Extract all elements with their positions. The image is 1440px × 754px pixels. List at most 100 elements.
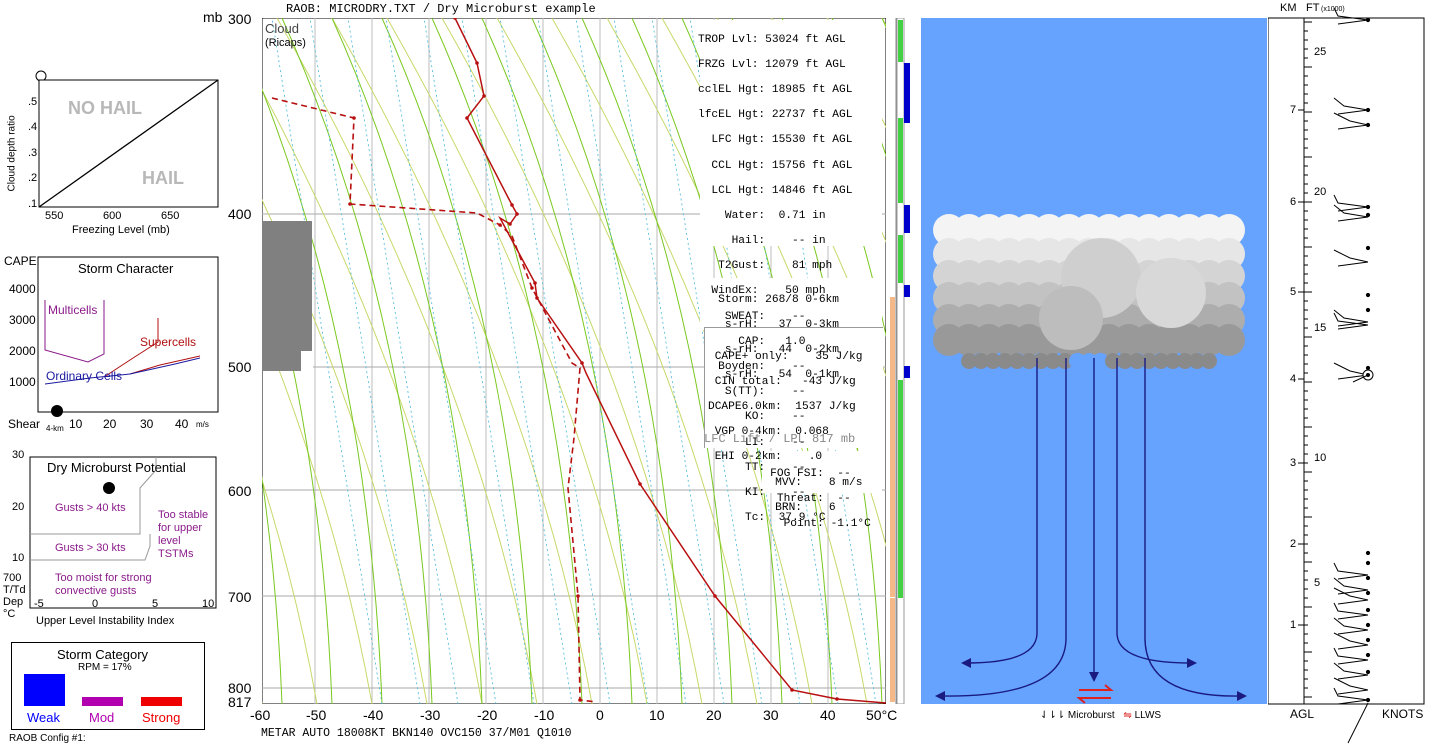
hail-ytick: .4 xyxy=(28,121,38,133)
strong-label: Strong xyxy=(142,710,181,725)
llws-legend-icon: ⇋ xyxy=(1123,710,1132,721)
pressure-label: 400 xyxy=(228,206,252,222)
pressure-label: 300 xyxy=(228,11,252,27)
temperature-label: 20 xyxy=(706,707,722,723)
storm-character-marker xyxy=(51,405,63,417)
cap-value: CAP: 1.0 xyxy=(698,335,806,348)
lfc-height: LFC Hgt: 15530 ft AGL xyxy=(698,134,853,147)
readout-backing-2 xyxy=(700,278,882,330)
storm-xtick: 30 xyxy=(140,417,154,431)
strong-swatch xyxy=(141,697,182,706)
microburst-legend-label: Microburst xyxy=(1067,710,1115,721)
knots-label: KNOTS xyxy=(1382,707,1424,721)
km-tick: 7 xyxy=(1290,104,1297,116)
stt-value: S(TT): -- xyxy=(698,386,806,399)
ko-value: KO: -- xyxy=(698,411,806,424)
temperature-label: -40 xyxy=(363,707,384,723)
hail-value: Hail: -- in xyxy=(698,235,826,248)
srh-0-2km: s-rH: 44 0-2km xyxy=(698,343,839,356)
storm-character-svg xyxy=(37,256,219,417)
ft-axis-label: FT xyxy=(1306,2,1320,14)
microburst-xtick: 5 xyxy=(152,598,159,610)
readout-block-2: Storm: 268/8 0-6km s-rH: 37 0-3km s-rH: … xyxy=(698,281,839,394)
shear-label: Shear xyxy=(8,417,41,431)
temperature-axis: -60 -50 -40 -30 -20 -10 0 10 20 30 40 50… xyxy=(0,707,920,727)
lfc-lift-label: LFC Lift / LPL 817 mb xyxy=(704,432,856,446)
weak-swatch xyxy=(24,674,65,706)
too-stable-label-3: level xyxy=(158,535,181,547)
microburst-ytick: 30 xyxy=(12,449,25,461)
hail-xtick: 550 xyxy=(45,210,64,222)
fog-fsi: FOG FSI: -- xyxy=(750,467,851,480)
multicells-label: Multicells xyxy=(48,303,98,317)
dcape-value: DCAPE6.0km: 1537 J/kg xyxy=(708,400,856,413)
temperature-label: 0 xyxy=(596,707,604,723)
frzg-level: FRZG Lvl: 12079 ft AGL xyxy=(698,58,846,71)
hail-threshold-line xyxy=(38,79,219,208)
no-hail-label: NO HAIL xyxy=(68,98,142,118)
trop-level: TROP Lvl: 53024 ft AGL xyxy=(698,33,846,46)
wind-column-svg xyxy=(1267,7,1425,744)
water-value: Water: 0.71 in xyxy=(698,209,826,222)
microburst-marker xyxy=(103,482,115,494)
t2gust-value: T2Gust: 81 mph xyxy=(698,260,833,273)
mod-swatch xyxy=(82,697,123,706)
temperature-label: -10 xyxy=(534,707,555,723)
microburst-ylabel: Dep xyxy=(3,596,24,608)
boyden-value: Boyden: -- xyxy=(698,361,806,374)
tc-value: Tc: 37.9 °C xyxy=(698,512,826,525)
srh-0-3km: s-rH: 37 0-3km xyxy=(698,318,839,331)
km-tick: 6 xyxy=(1290,196,1297,208)
storm-character-chart: Storm Character CAPE 4000 3000 2000 1000… xyxy=(0,252,225,437)
temperature-label: 30 xyxy=(763,707,779,723)
storm-xtick: 20 xyxy=(103,417,117,431)
vgp-value: VGP 0-4km: 0.068 xyxy=(708,426,829,439)
temperature-label: 50°C xyxy=(866,707,898,723)
microburst-xtick: 0 xyxy=(92,598,99,610)
ordinary-cells-label: Ordinary Cells xyxy=(46,369,123,383)
temperature-label: -50 xyxy=(306,707,327,723)
ehi-value: EHI 0-2km: .0 xyxy=(708,451,823,464)
ft-tick: 15 xyxy=(1314,322,1327,334)
wind-column: KM FT (x1000) 7 6 5 4 3 2 1 25 20 15 10 … xyxy=(1267,0,1440,749)
storm-xtick: 40 xyxy=(175,417,189,431)
ms-label: m/s xyxy=(196,420,209,429)
microburst-xtick: -5 xyxy=(34,598,44,610)
too-stable-label: Too stable xyxy=(158,509,209,521)
microburst-ylabel: T/Td xyxy=(3,584,26,596)
agl-label: AGL xyxy=(1290,707,1315,721)
km-tick: 5 xyxy=(1290,286,1297,298)
microburst-legend-icon: ⇃⇂⇂ xyxy=(1040,710,1066,721)
microburst-title: Dry Microburst Potential xyxy=(47,460,186,475)
hail-xtick: 650 xyxy=(161,210,180,222)
mb-unit-label: mb xyxy=(203,9,223,25)
storm-motion: Storm: 268/8 0-6km xyxy=(698,293,839,306)
config-label: RAOB Config #1: xyxy=(9,733,86,744)
too-moist-label: Too moist for strong xyxy=(55,572,152,584)
readout-backing-4 xyxy=(762,451,882,493)
microburst-ytick: 20 xyxy=(12,501,25,513)
storm-category-title: Storm Category xyxy=(57,647,149,662)
km-axis-label: KM xyxy=(1280,2,1297,14)
storm-character-title: Storm Character xyxy=(78,261,174,276)
brn-value: BRN: 6 xyxy=(708,501,836,514)
fog-point: Point: -1.1°C xyxy=(750,517,871,530)
mvv-value: MVV: 8 m/s xyxy=(708,476,863,489)
gusts30-label: Gusts > 30 kts xyxy=(55,542,126,554)
mod-label: Mod xyxy=(89,710,115,725)
readout-backing-1 xyxy=(700,20,882,246)
hail-ylabel: Cloud depth ratio xyxy=(6,115,18,192)
llws-legend-label: LLWS xyxy=(1134,710,1162,721)
km-tick: 3 xyxy=(1290,457,1297,469)
rpm-label: RPM = 17% xyxy=(78,662,132,673)
sweat-value: SWEAT: -- xyxy=(698,310,806,323)
pressure-label: 700 xyxy=(228,589,252,605)
cloud-cover-bar xyxy=(262,221,312,371)
hail-ytick: .2 xyxy=(28,172,38,184)
ft-scale-label: (x1000) xyxy=(1321,6,1345,13)
supercells-label: Supercells xyxy=(140,335,197,349)
ft-tick: 25 xyxy=(1314,46,1327,58)
microburst-xtick: 10 xyxy=(202,598,215,610)
microburst-potential-svg xyxy=(29,456,217,609)
too-stable-label-2: for upper xyxy=(158,522,203,534)
